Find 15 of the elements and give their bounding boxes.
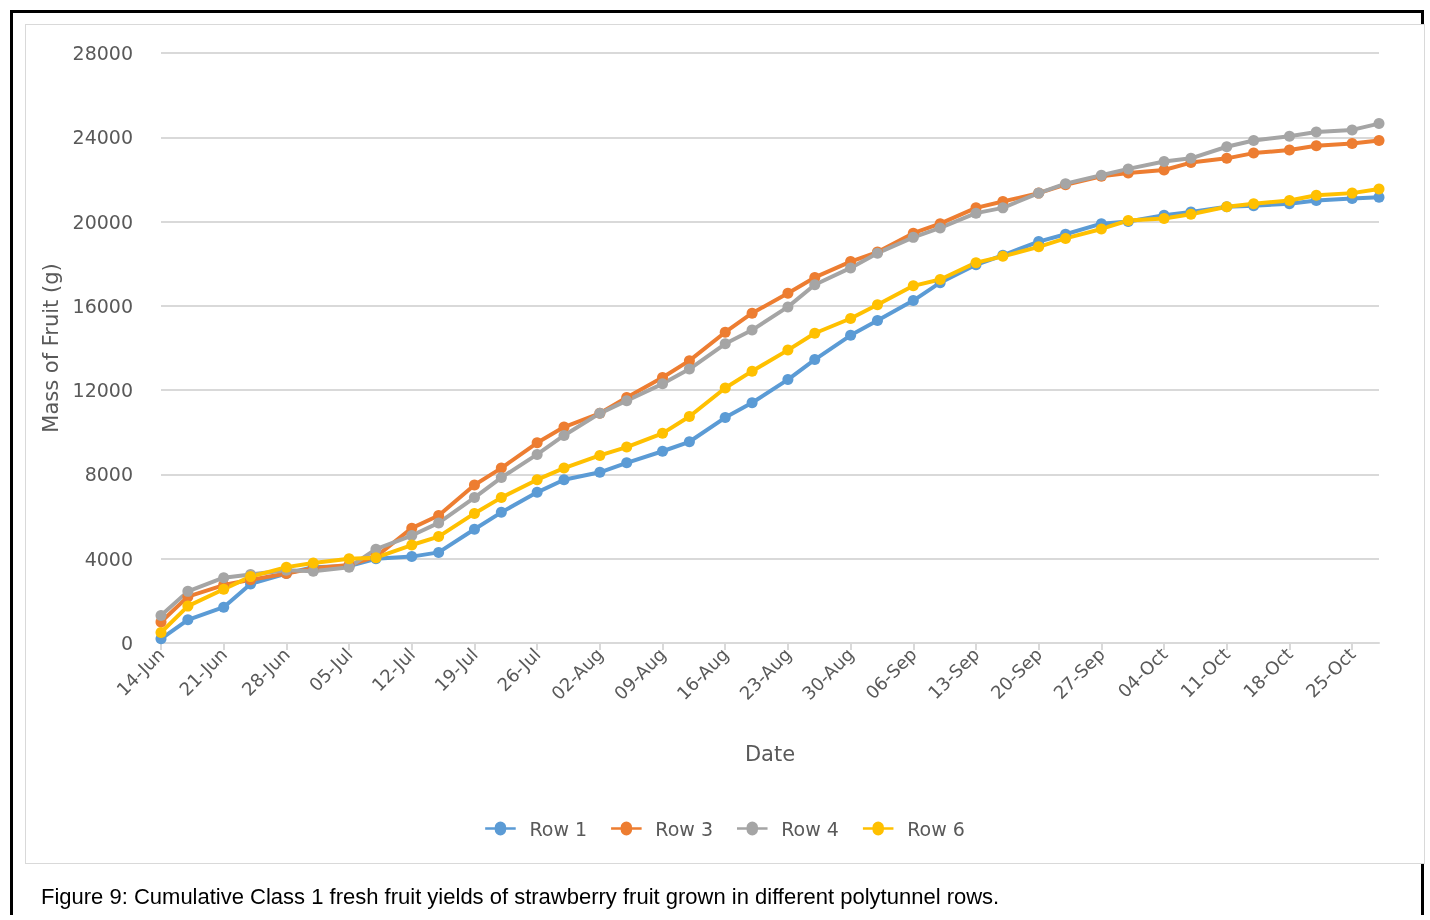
legend-label: Row 6: [907, 817, 965, 840]
legend-label: Row 3: [655, 817, 713, 840]
y-tick-label: 16000: [72, 294, 133, 317]
caption: Figure 9: Cumulative Class 1 fresh fruit yields of strawberry fruit grown in different polytunnel rows.: [41, 884, 1000, 910]
x-axis-title: Date: [744, 741, 796, 766]
y-tick-label: 12000: [72, 379, 133, 402]
legend-label: Row 1: [529, 817, 588, 840]
y-tick-label: 28000: [72, 42, 133, 64]
y-tick-label: 24000: [72, 126, 133, 149]
y-tick-label: 8000: [84, 463, 133, 486]
y-axis-title: Mass of Fruit (g): [39, 263, 64, 433]
y-tick-label: 4000: [84, 547, 133, 570]
y-tick-label: 0: [120, 632, 133, 654]
y-tick-label: 20000: [72, 210, 133, 233]
legend-label: Row 4: [781, 817, 839, 840]
